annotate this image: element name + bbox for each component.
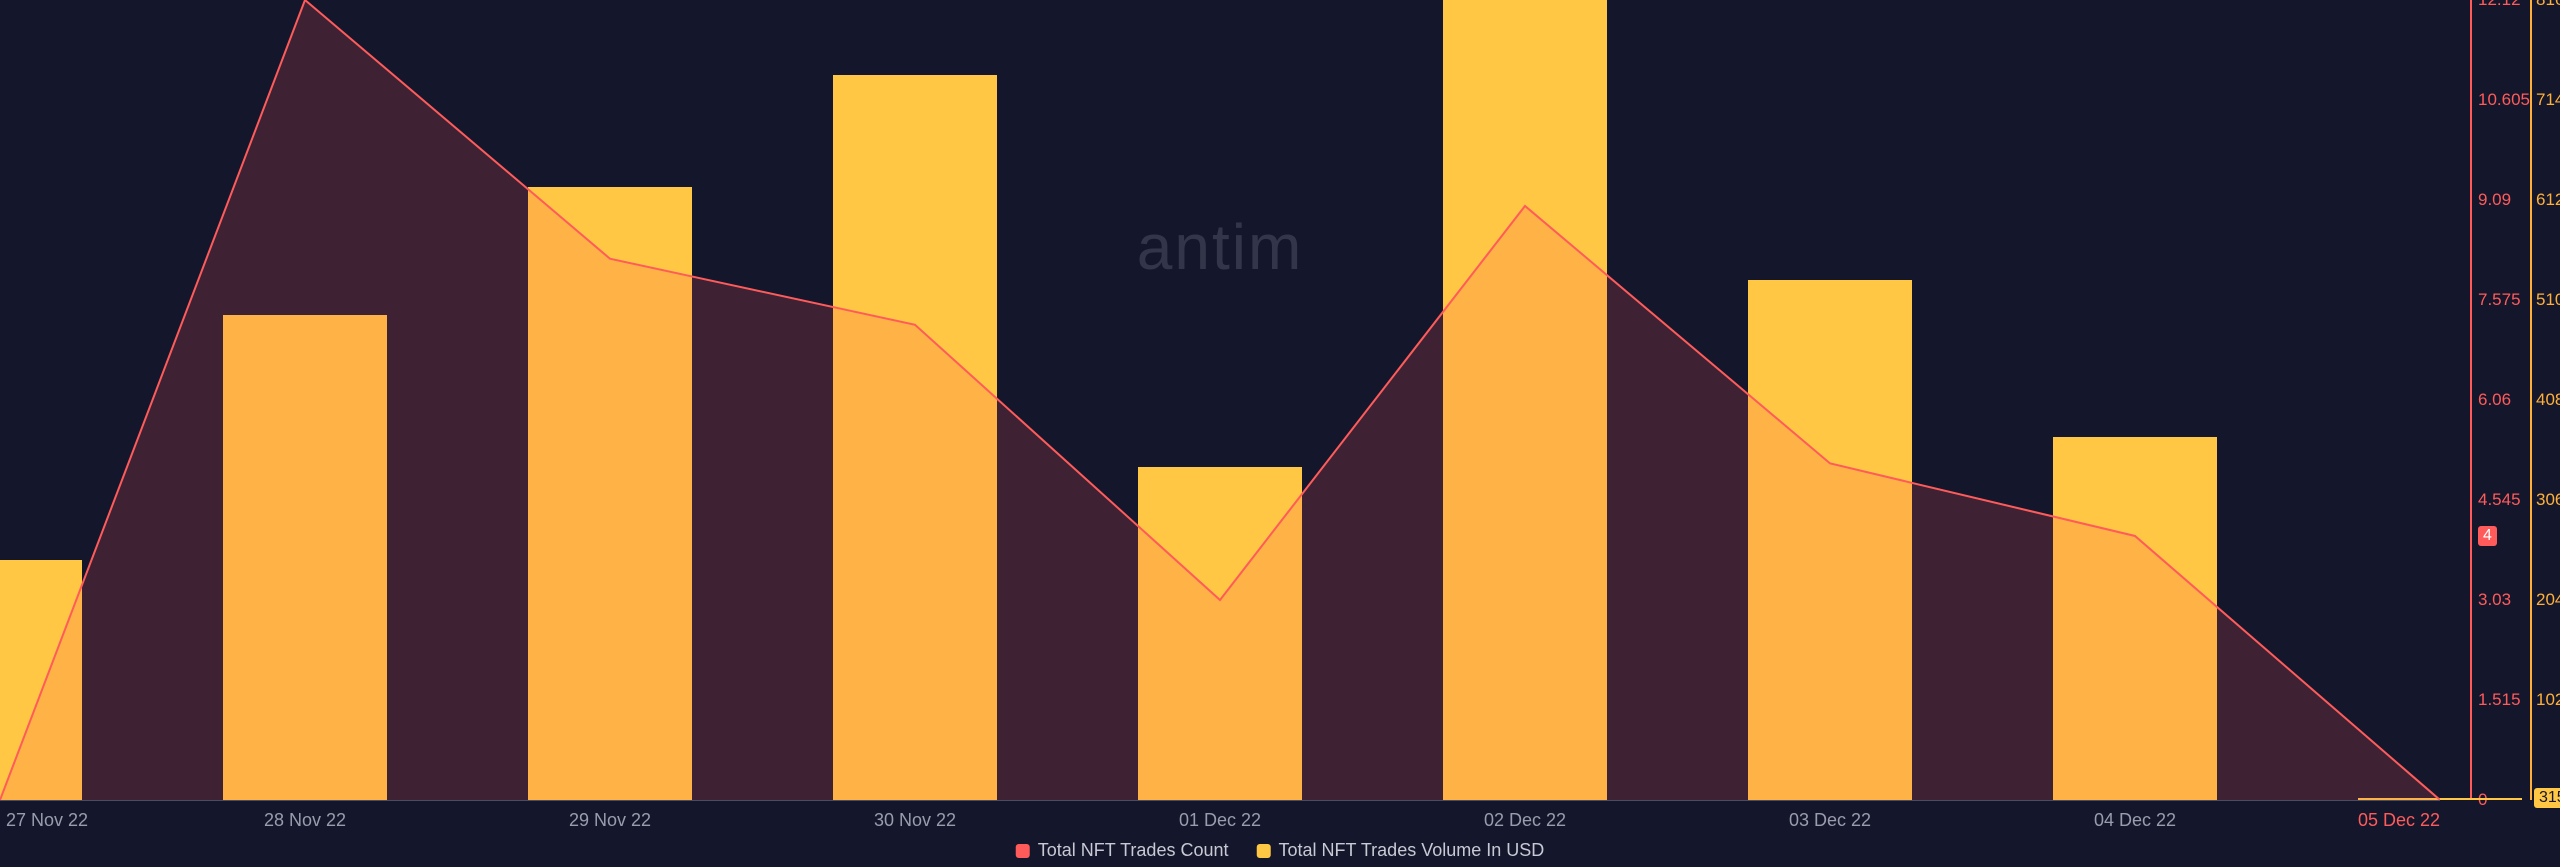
- x-axis-label: 01 Dec 22: [1179, 810, 1261, 831]
- y-tick-volume: 306K: [2536, 490, 2560, 510]
- y-tick-count: 3.03: [2478, 590, 2511, 610]
- x-axis-label: 05 Dec 22: [2358, 810, 2440, 831]
- x-axis-label: 30 Nov 22: [874, 810, 956, 831]
- bar[interactable]: [2358, 798, 2523, 800]
- y-tick-count: 1.515: [2478, 690, 2521, 710]
- bar[interactable]: [0, 560, 82, 800]
- legend-label-volume: Total NFT Trades Volume In USD: [1278, 840, 1544, 861]
- y-tick-count: 4.545: [2478, 490, 2521, 510]
- legend-label-count: Total NFT Trades Count: [1038, 840, 1229, 861]
- bar[interactable]: [528, 187, 693, 800]
- y-tick-volume: 102K: [2536, 690, 2560, 710]
- y-tick-volume: 612K: [2536, 190, 2560, 210]
- legend-item-count[interactable]: Total NFT Trades Count: [1016, 840, 1229, 861]
- x-axis-label: 29 Nov 22: [569, 810, 651, 831]
- bar[interactable]: [223, 315, 388, 800]
- y-tick-volume: 816K: [2536, 0, 2560, 10]
- legend-swatch-volume: [1256, 844, 1270, 858]
- y-tick-count: 7.575: [2478, 290, 2521, 310]
- bar[interactable]: [1138, 467, 1303, 800]
- x-axis-line: [0, 800, 2440, 801]
- y-tick-count: 9.09: [2478, 190, 2511, 210]
- y-axis-line-volume: [2530, 0, 2532, 800]
- bar[interactable]: [1748, 280, 1913, 800]
- legend-swatch-count: [1016, 844, 1030, 858]
- bar[interactable]: [833, 75, 998, 800]
- y-tick-count: 10.605: [2478, 90, 2530, 110]
- current-value-badge-volume: 3152: [2534, 788, 2560, 808]
- y-tick-count: 0: [2478, 790, 2487, 810]
- legend-item-volume[interactable]: Total NFT Trades Volume In USD: [1256, 840, 1544, 861]
- nft-trades-chart: antim 27 Nov 22 28 Nov 22 29 Nov 22 30 Nov …: [0, 0, 2560, 867]
- y-axis-line-count: [2470, 0, 2472, 800]
- x-axis-label: 28 Nov 22: [264, 810, 346, 831]
- x-axis-label: 02 Dec 22: [1484, 810, 1566, 831]
- y-tick-count: 12.12: [2478, 0, 2521, 10]
- plot-area: antim: [0, 0, 2440, 800]
- bar[interactable]: [1443, 0, 1608, 800]
- x-axis-label: 04 Dec 22: [2094, 810, 2176, 831]
- current-value-badge-count: 4: [2478, 526, 2497, 546]
- x-axis-label: 27 Nov 22: [6, 810, 88, 831]
- y-tick-volume: 408K: [2536, 390, 2560, 410]
- watermark-text: antim: [1137, 210, 1304, 284]
- x-axis-label: 03 Dec 22: [1789, 810, 1871, 831]
- y-tick-volume: 510K: [2536, 290, 2560, 310]
- y-tick-count: 6.06: [2478, 390, 2511, 410]
- chart-legend: Total NFT Trades Count Total NFT Trades …: [1016, 840, 1545, 861]
- y-tick-volume: 714K: [2536, 90, 2560, 110]
- y-tick-volume: 204K: [2536, 590, 2560, 610]
- bar[interactable]: [2053, 437, 2218, 800]
